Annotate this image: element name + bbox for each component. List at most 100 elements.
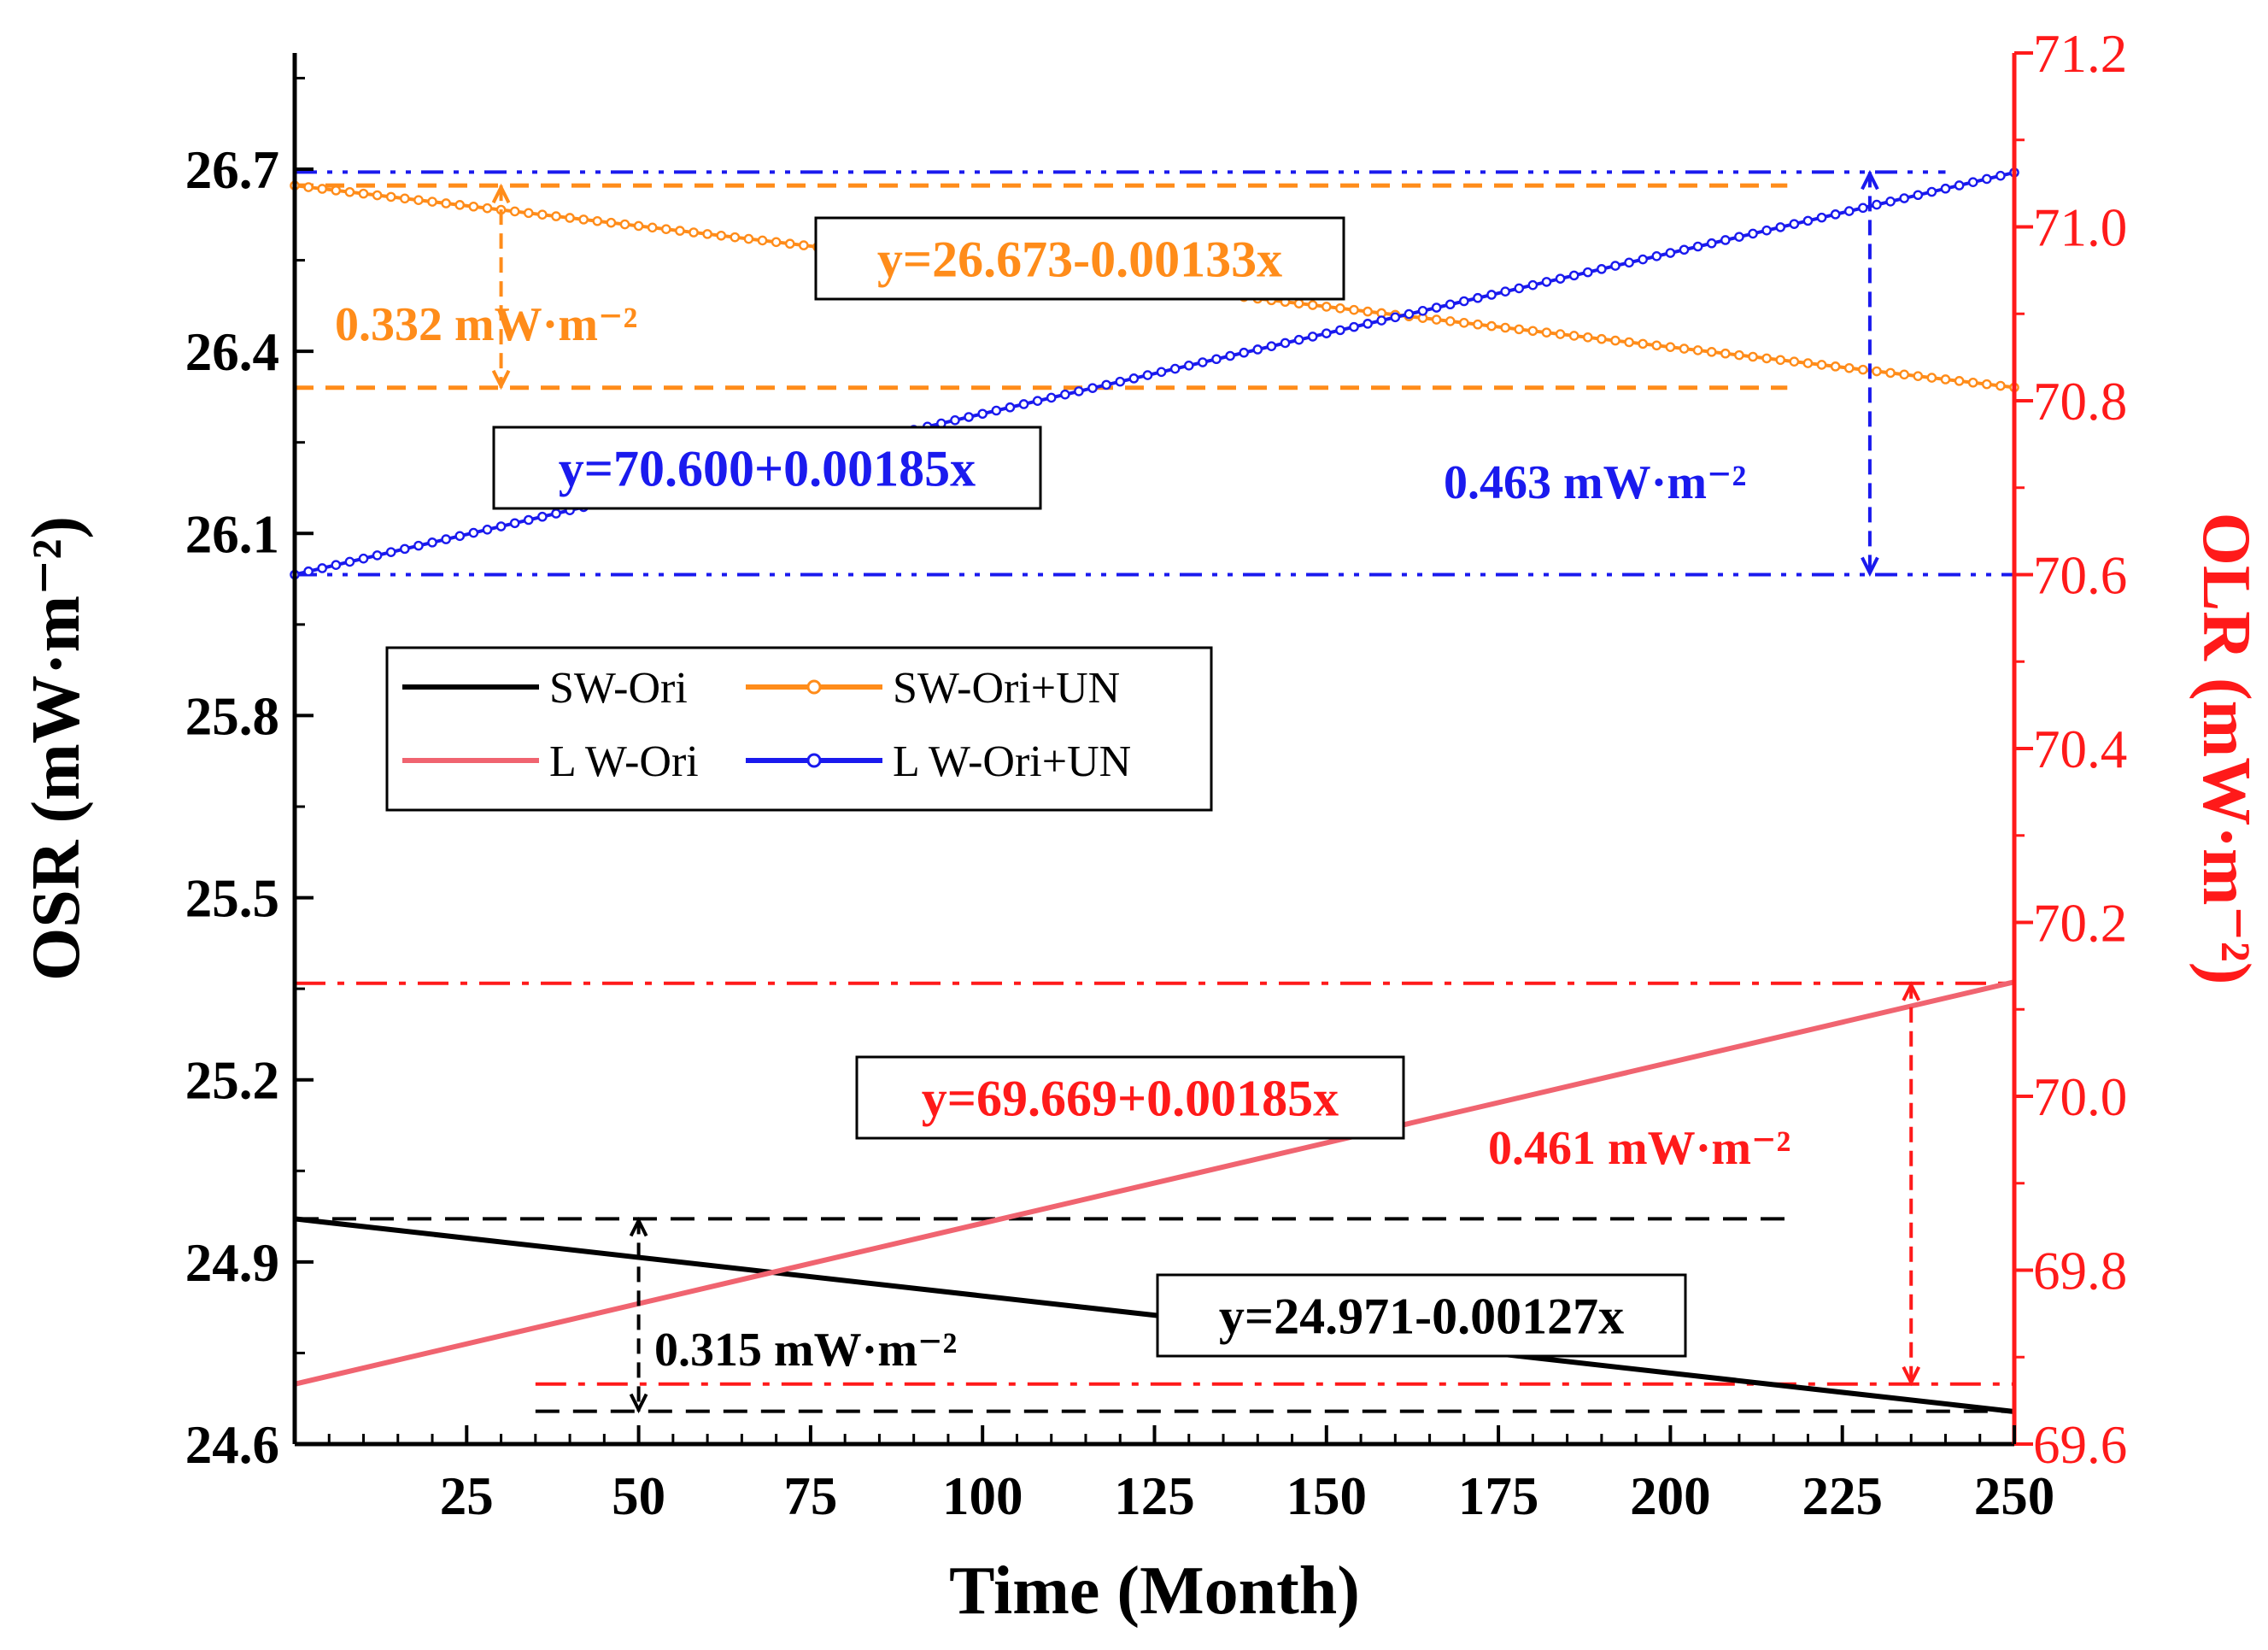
data-point-sw-ori-un xyxy=(647,222,658,233)
data-point-l-w-ori-un xyxy=(1060,389,1070,400)
y-left-tick-label: 24.9 xyxy=(185,1233,279,1293)
arrow-head-down xyxy=(491,369,511,390)
data-point-l-w-ori-un xyxy=(1266,341,1277,352)
data-point-sw-ori-un xyxy=(1981,379,1992,390)
data-point-sw-ori-un xyxy=(441,198,451,208)
data-point-sw-ori-un xyxy=(537,209,548,220)
data-point-l-w-ori-un xyxy=(1417,305,1428,316)
data-point-l-w-ori-un xyxy=(1665,248,1676,258)
data-point-l-w-ori-un xyxy=(1954,180,1965,191)
equation-box xyxy=(855,1055,1405,1140)
data-point-l-w-ori-un xyxy=(1582,267,1593,278)
data-point-sw-ori-un xyxy=(1638,338,1648,349)
data-point-l-w-ori-un xyxy=(1486,290,1497,300)
data-point-l-w-ori-un xyxy=(1720,235,1731,245)
data-point-l-w-ori-un xyxy=(1651,250,1662,261)
data-point-l-w-ori-un xyxy=(1349,321,1359,332)
data-point-sw-ori-un xyxy=(1679,344,1690,354)
data-point-sw-ori-un xyxy=(551,211,561,221)
data-point-sw-ori-un xyxy=(1514,324,1525,335)
data-point-l-w-ori-un xyxy=(1706,238,1717,249)
data-point-l-w-ori-un xyxy=(1843,206,1855,216)
data-point-l-w-ori-un xyxy=(1638,254,1648,265)
data-point-l-w-ori-un xyxy=(1514,283,1525,294)
difference-label: 0.461 mW·m⁻² xyxy=(1488,1122,1790,1175)
x-axis-title: Time (Month) xyxy=(949,1553,1360,1629)
data-point-sw-ori-un xyxy=(1651,340,1662,351)
data-point-sw-ori-un xyxy=(633,220,644,232)
data-point-sw-ori-un xyxy=(1734,349,1744,361)
y-right-axis-title: OLR (mW·m⁻²) xyxy=(2189,513,2264,985)
data-point-sw-ori-un xyxy=(1431,314,1442,325)
data-point-sw-ori-un xyxy=(565,213,575,223)
data-point-sw-ori-un xyxy=(1610,335,1620,346)
y-left-tick-label: 26.1 xyxy=(185,504,279,564)
data-point-l-w-ori-un xyxy=(1293,334,1304,345)
data-point-l-w-ori-un xyxy=(1858,203,1868,214)
data-point-sw-ori-un xyxy=(523,208,534,219)
data-point-l-w-ori-un xyxy=(1211,354,1222,365)
data-point-l-w-ori-un xyxy=(358,553,369,564)
legend-label: SW-Ori xyxy=(549,664,688,713)
data-point-sw-ori-un xyxy=(1816,360,1827,370)
data-point-sw-ori-un xyxy=(385,191,396,203)
data-point-l-w-ori-un xyxy=(1816,212,1827,223)
x-tick-label: 25 xyxy=(440,1466,494,1526)
data-point-l-w-ori-un xyxy=(482,524,493,535)
data-point-l-w-ori-un xyxy=(1404,308,1415,320)
x-tick-label: 250 xyxy=(1974,1466,2055,1526)
data-point-l-w-ori-un xyxy=(1885,196,1896,207)
x-tick-label: 225 xyxy=(1802,1466,1883,1526)
legend-label: SW-Ori+UN xyxy=(893,664,1120,713)
data-point-l-w-ori-un xyxy=(1692,241,1703,252)
data-point-l-w-ori-un xyxy=(1074,386,1084,396)
equation-box xyxy=(1156,1273,1687,1358)
data-point-sw-ori-un xyxy=(799,240,809,250)
data-point-sw-ori-un xyxy=(1624,337,1634,348)
data-point-l-w-ori-un xyxy=(385,547,396,557)
y-left-tick-label: 25.2 xyxy=(185,1051,279,1111)
data-point-l-w-ori-un xyxy=(468,527,479,538)
data-point-l-w-ori-un xyxy=(372,550,383,561)
data-point-sw-ori-un xyxy=(675,226,685,236)
data-point-sw-ori-un xyxy=(743,233,754,244)
legend-label: L W-Ori xyxy=(549,737,699,786)
data-point-l-w-ori-un xyxy=(1775,222,1786,232)
legend: SW-Ori SW-Ori+UN L W-Ori L W-Ori+UN xyxy=(385,646,1213,812)
data-point-l-w-ori-un xyxy=(441,534,451,544)
data-point-l-w-ori-un xyxy=(454,531,466,542)
equation-label: y=70.600+0.00185x xyxy=(559,441,976,497)
data-point-sw-ori-un xyxy=(1568,331,1579,341)
data-point-sw-ori-un xyxy=(1858,364,1868,375)
arrow-head-down xyxy=(1902,1365,1921,1387)
arrow-head-down xyxy=(1861,556,1879,577)
arrow-head-up xyxy=(491,183,511,204)
data-point-sw-ori-un xyxy=(1692,345,1703,355)
data-point-sw-ori-un xyxy=(509,206,520,217)
y-right-tick-label: 70.4 xyxy=(2033,719,2127,779)
data-point-l-w-ori-un xyxy=(551,508,561,519)
data-point-sw-ori-un xyxy=(1349,304,1359,315)
data-point-l-w-ori-un xyxy=(1239,347,1249,358)
data-point-l-w-ori-un xyxy=(331,560,342,571)
data-point-sw-ori-un xyxy=(771,237,782,248)
data-point-sw-ori-un xyxy=(1486,320,1497,332)
data-point-sw-ori-un xyxy=(1775,355,1786,366)
data-point-sw-ori-un xyxy=(372,190,383,201)
data-point-sw-ori-un xyxy=(1843,362,1855,373)
data-point-sw-ori-un xyxy=(1967,377,1978,388)
data-point-sw-ori-un xyxy=(1706,347,1717,357)
data-point-sw-ori-un xyxy=(578,214,589,225)
data-point-l-w-ori-un xyxy=(509,518,520,529)
data-point-sw-ori-un xyxy=(1335,303,1345,314)
reference-lines xyxy=(295,170,2014,1413)
data-point-l-w-ori-un xyxy=(1459,296,1469,307)
data-point-l-w-ori-un xyxy=(1198,357,1208,367)
data-point-l-w-ori-un xyxy=(1995,170,2006,181)
data-point-l-w-ori-un xyxy=(950,414,960,426)
data-point-sw-ori-un xyxy=(1459,318,1469,328)
equation-label: y=26.673-0.00133x xyxy=(877,232,1282,288)
arrow-head-down xyxy=(629,1393,648,1414)
data-point-sw-ori-un xyxy=(1940,374,1951,385)
x-tick-label: 125 xyxy=(1114,1466,1195,1526)
